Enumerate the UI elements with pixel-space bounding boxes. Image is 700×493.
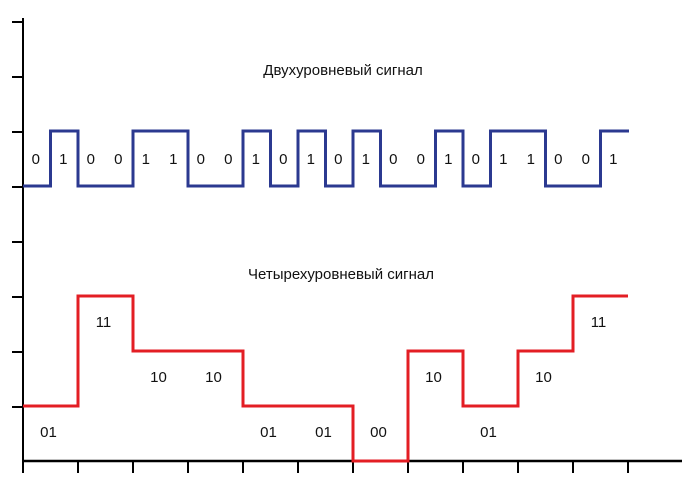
bit-label: 1 (609, 151, 617, 168)
symbol-label: 11 (591, 314, 607, 331)
two-level-signal-line (23, 129, 629, 188)
bit-label: 0 (582, 151, 590, 168)
bit-label: 1 (252, 151, 260, 168)
bit-label: 1 (142, 151, 150, 168)
bit-label: 0 (472, 151, 480, 168)
symbol-labels: 01 11 10 10 01 01 00 10 01 10 11 (40, 314, 606, 441)
bit-label: 1 (499, 151, 507, 168)
bit-label: 0 (224, 151, 232, 168)
bit-labels: 0 1 0 0 1 1 0 0 1 0 1 0 1 0 0 1 0 1 1 0 0 1 (32, 151, 618, 168)
four-level-signal-line (23, 294, 628, 463)
bit-label: 0 (279, 151, 287, 168)
symbol-label: 10 (150, 369, 167, 386)
bit-label: 1 (169, 151, 177, 168)
axes (12, 18, 682, 473)
bit-label: 0 (417, 151, 425, 168)
bit-label: 1 (307, 151, 315, 168)
bit-label: 0 (114, 151, 122, 168)
bit-label: 1 (527, 151, 535, 168)
bit-label: 1 (59, 151, 67, 168)
two-level-title: Двухуровневый сигнал (263, 62, 422, 79)
symbol-label: 10 (425, 369, 442, 386)
bit-label: 0 (334, 151, 342, 168)
symbol-label: 11 (96, 314, 112, 331)
bit-label: 0 (389, 151, 397, 168)
x-ticks (22, 461, 629, 473)
symbol-label: 01 (480, 424, 497, 441)
bit-label: 0 (87, 151, 95, 168)
bit-label: 0 (554, 151, 562, 168)
symbol-label: 01 (40, 424, 57, 441)
y-ticks (12, 21, 23, 408)
symbol-label: 01 (260, 424, 277, 441)
symbol-label: 10 (535, 369, 552, 386)
bit-label: 0 (32, 151, 40, 168)
symbol-label: 00 (370, 424, 387, 441)
bit-label: 1 (362, 151, 370, 168)
bit-label: 0 (197, 151, 205, 168)
symbol-label: 01 (315, 424, 332, 441)
four-level-title: Четырехуровневый сигнал (248, 266, 434, 283)
bit-label: 1 (444, 151, 452, 168)
symbol-label: 10 (205, 369, 222, 386)
